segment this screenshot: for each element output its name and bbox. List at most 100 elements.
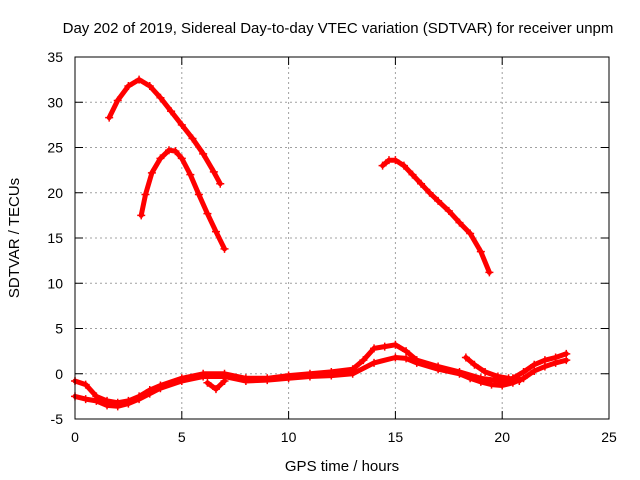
- data-point: [481, 367, 490, 376]
- data-point: [124, 81, 133, 90]
- data-point: [504, 374, 513, 383]
- series-arc-6: [461, 353, 524, 385]
- y-tick-label: 15: [47, 230, 63, 246]
- data-point: [391, 353, 400, 362]
- data-point: [402, 354, 411, 363]
- x-tick-label: 5: [178, 429, 186, 445]
- data-point: [171, 147, 180, 156]
- data-point: [81, 395, 90, 404]
- series-line: [72, 355, 569, 409]
- data-point: [540, 362, 549, 371]
- data-point: [164, 146, 173, 155]
- data-point: [199, 372, 208, 381]
- data-point: [199, 149, 208, 158]
- data-point: [103, 401, 112, 410]
- data-point: [370, 344, 379, 353]
- data-point: [92, 396, 101, 405]
- data-point: [378, 161, 387, 170]
- data-point: [147, 168, 156, 177]
- data-point: [177, 376, 186, 385]
- data-point: [211, 385, 220, 394]
- data-point: [141, 190, 150, 199]
- x-tick-label: 10: [281, 429, 297, 445]
- x-tick-label: 15: [388, 429, 404, 445]
- data-point: [470, 360, 479, 369]
- data-point: [186, 170, 195, 179]
- data-point: [417, 179, 426, 188]
- data-point: [284, 374, 293, 383]
- data-point: [145, 81, 154, 90]
- data-point: [216, 179, 225, 188]
- data-point: [498, 381, 507, 390]
- data-point: [156, 93, 165, 102]
- x-axis-label: GPS time / hours: [285, 458, 399, 475]
- series-arc-3: [378, 156, 494, 277]
- data-point: [211, 227, 220, 236]
- data-point: [562, 356, 571, 365]
- data-point: [348, 369, 357, 378]
- data-point: [156, 384, 165, 393]
- series-arc-7: [203, 376, 229, 394]
- data-point: [220, 376, 229, 385]
- data-point: [530, 367, 539, 376]
- data-point: [220, 244, 229, 253]
- y-tick-label: 0: [55, 366, 63, 382]
- data-point: [359, 356, 368, 365]
- series-arc-2: [137, 146, 229, 253]
- data-point: [515, 376, 524, 385]
- data-point: [145, 389, 154, 398]
- x-tick-label: 0: [71, 429, 79, 445]
- data-point: [203, 378, 212, 387]
- series-arc-1: [105, 75, 225, 188]
- data-point: [425, 188, 434, 197]
- data-point: [327, 371, 336, 380]
- series-line: [106, 77, 223, 187]
- data-point: [380, 342, 389, 351]
- data-point: [167, 107, 176, 116]
- data-point: [466, 374, 475, 383]
- data-point: [113, 402, 122, 411]
- y-tick-label: -5: [51, 411, 64, 427]
- data-point: [156, 154, 165, 163]
- data-point: [177, 120, 186, 129]
- data-point: [391, 340, 400, 349]
- data-point: [135, 395, 144, 404]
- y-tick-label: 30: [47, 94, 63, 110]
- ticks: 0 5 10 15 20 25 -5 0 5 10 15 20 25 30 35: [47, 49, 617, 445]
- data-point: [476, 247, 485, 256]
- y-tick-label: 10: [47, 275, 63, 291]
- x-tick-label: 20: [494, 429, 510, 445]
- data-point: [476, 377, 485, 386]
- data-point: [455, 369, 464, 378]
- data-point: [408, 170, 417, 179]
- data-point: [519, 374, 528, 383]
- data-point: [412, 358, 421, 367]
- series-arc-5: [71, 353, 571, 411]
- data-point: [466, 229, 475, 238]
- y-axis-label: SDTVAR / TECUs: [6, 178, 23, 298]
- data-point: [137, 211, 146, 220]
- y-tick-label: 5: [55, 321, 63, 337]
- data-point: [188, 134, 197, 143]
- data-point: [194, 190, 203, 199]
- y-tick-label: 35: [47, 49, 63, 65]
- data-point: [487, 380, 496, 389]
- data-point: [370, 358, 379, 367]
- y-tick-label: 20: [47, 185, 63, 201]
- data-point: [209, 167, 218, 176]
- chart-title: Day 202 of 2019, Sidereal Day-to-day VTE…: [63, 20, 614, 37]
- data-point: [263, 376, 272, 385]
- data-point: [434, 365, 443, 374]
- data-point: [105, 113, 114, 122]
- data-point: [135, 75, 144, 84]
- x-tick-label: 25: [601, 429, 617, 445]
- data-point: [455, 218, 464, 227]
- series-layer: [71, 75, 571, 411]
- data-point: [305, 372, 314, 381]
- y-tick-label: 25: [47, 140, 63, 156]
- data-point: [124, 399, 133, 408]
- data-point: [493, 372, 502, 381]
- data-point: [444, 206, 453, 215]
